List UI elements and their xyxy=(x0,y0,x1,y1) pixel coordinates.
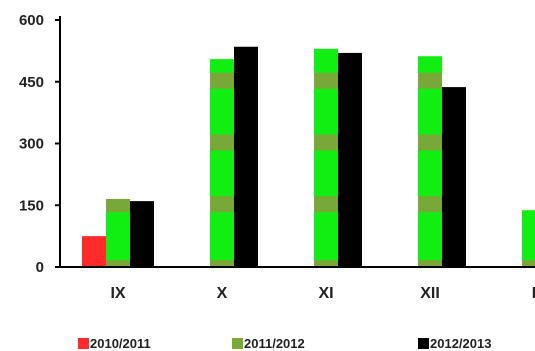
legend-label-2011-2012: 2011/2012 xyxy=(244,336,305,351)
x-axis: IX X XI XII I xyxy=(60,266,535,302)
bar-2011-2012-i xyxy=(522,210,535,267)
x-tick-label-i: I xyxy=(532,285,535,302)
bar-2010-2011-ix xyxy=(82,236,106,267)
bar-2012-2013-xii xyxy=(442,87,466,267)
bar-band-2011-2012-x-2 xyxy=(210,134,234,151)
legend-swatch-2011-2012 xyxy=(232,338,243,349)
legend-item-2011-2012: 2011/2012 xyxy=(232,336,305,351)
bar-2011-2012-x xyxy=(210,59,234,267)
legend-label-2010-2011: 2010/2011 xyxy=(90,336,151,351)
bar-2011-2012-xii xyxy=(418,56,442,267)
x-tick-label-x: X xyxy=(217,285,228,302)
bar-band-2011-2012-xi-3 xyxy=(314,72,338,89)
bar-band-2011-2012-i-0 xyxy=(522,260,535,267)
legend-label-2012-2013: 2012/2013 xyxy=(430,336,491,351)
legend: 2010/2011 2011/2012 2012/2013 xyxy=(78,336,491,351)
bar-band-2011-2012-xii-2 xyxy=(418,134,442,151)
x-tick-label-xii: XII xyxy=(420,285,440,302)
legend-swatch-2012-2013 xyxy=(418,338,429,349)
bar-2012-2013-xi xyxy=(338,52,362,267)
bar-band-2011-2012-xii-0 xyxy=(418,260,442,267)
bar-band-2011-2012-ix-0 xyxy=(106,260,130,267)
x-tick-label-xi: XI xyxy=(318,285,333,302)
bar-band-2011-2012-xii-3 xyxy=(418,72,442,89)
legend-swatch-2010-2011 xyxy=(78,338,89,349)
y-axis: 0 150 300 450 600 xyxy=(19,12,61,276)
bar-band-2011-2012-xii-1 xyxy=(418,196,442,213)
y-tick-label-450: 450 xyxy=(19,74,44,91)
bar-band-2011-2012-xi-1 xyxy=(314,196,338,213)
y-tick-label-0: 0 xyxy=(36,259,44,276)
x-tick-label-ix: IX xyxy=(110,285,125,302)
bar-band-2011-2012-ix-1 xyxy=(106,199,130,213)
legend-item-2012-2013: 2012/2013 xyxy=(418,336,491,351)
bar-band-2011-2012-x-3 xyxy=(210,72,234,89)
bar-band-2011-2012-xi-0 xyxy=(314,260,338,267)
bar-2012-2013-x xyxy=(234,46,258,268)
y-tick-label-600: 600 xyxy=(19,12,44,29)
y-tick-label-150: 150 xyxy=(19,197,44,214)
y-tick-label-300: 300 xyxy=(19,136,44,153)
bar-band-2011-2012-x-1 xyxy=(210,196,234,213)
bar-2012-2013-ix xyxy=(130,201,154,267)
bar-band-2011-2012-x-0 xyxy=(210,260,234,267)
bar-band-2011-2012-xi-2 xyxy=(314,134,338,151)
legend-item-2010-2011: 2010/2011 xyxy=(78,336,151,351)
bars-layer xyxy=(82,46,535,268)
